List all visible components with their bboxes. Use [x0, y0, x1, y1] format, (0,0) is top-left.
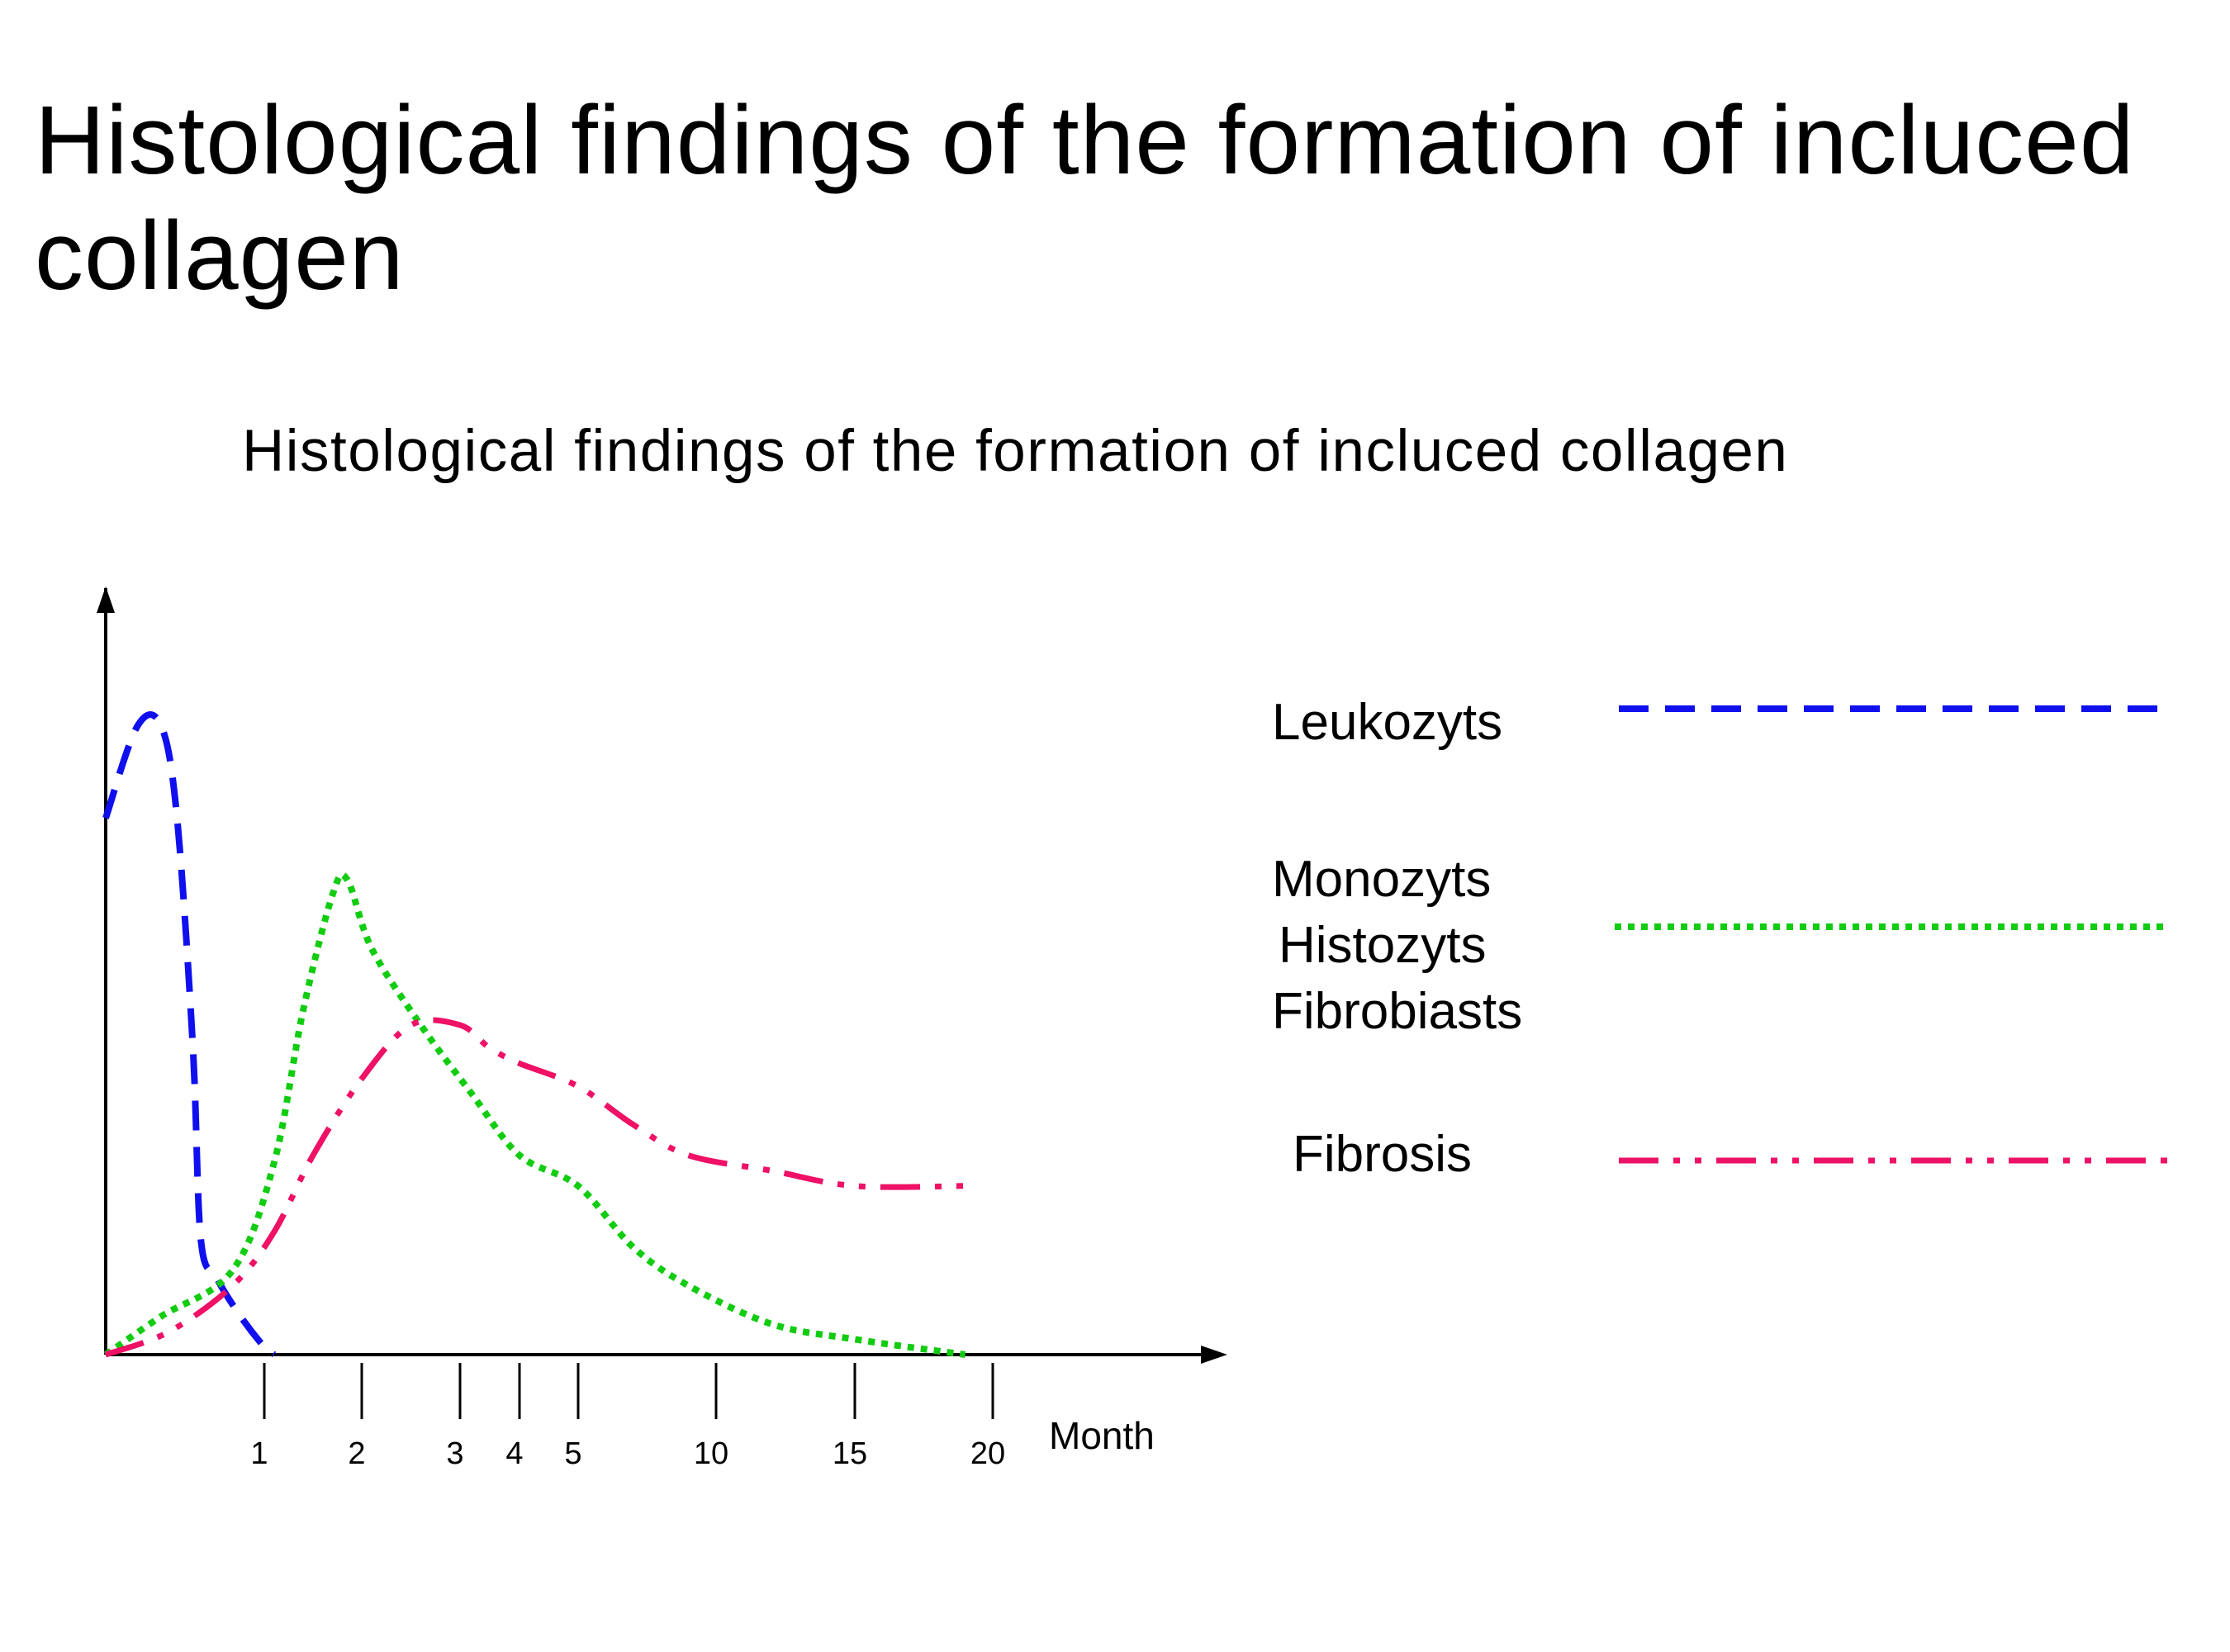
series-lines	[102, 711, 966, 1358]
legend-item-fibrosis: Fibrosis	[1293, 1126, 2168, 1183]
legend-item-monozyts: Monozyts Histozyts Fibrobiasts	[1272, 851, 2168, 1040]
legend-label: Leukozyts	[1272, 694, 1502, 751]
x-tick-label: 2	[348, 1436, 365, 1471]
x-tick-label: 10	[694, 1436, 728, 1471]
x-tick-label: 4	[505, 1436, 523, 1471]
x-axis-title: Month	[1049, 1414, 1155, 1457]
chart-title: Histological findings of the formation o…	[242, 419, 1788, 484]
x-tick-label: 3	[446, 1436, 463, 1471]
series-monozyts-line	[103, 871, 966, 1358]
legend-label: Fibrosis	[1293, 1126, 1472, 1183]
x-tick-label: 1	[250, 1436, 268, 1471]
legend-label: Monozyts Histozyts Fibrobiasts	[1272, 851, 1522, 1040]
y-axis-arrowhead	[97, 586, 115, 613]
slide-title: Histological findings of the formation o…	[35, 86, 2135, 311]
x-tick-label: 15	[833, 1436, 867, 1471]
legend: Leukozyts Monozyts Histozyts Fibrobiasts Fib…	[1272, 694, 2168, 1183]
x-ticks: 1 2 3 4 5 10 15 20	[250, 1363, 1005, 1471]
series-fibrosis-line	[104, 1017, 966, 1358]
x-axis-arrowhead	[1201, 1346, 1227, 1364]
x-tick-label: 5	[564, 1436, 581, 1471]
x-tick-label: 20	[970, 1436, 1005, 1471]
series-leukozyts-line	[102, 711, 277, 1358]
legend-item-leukozyts: Leukozyts	[1272, 694, 2168, 751]
